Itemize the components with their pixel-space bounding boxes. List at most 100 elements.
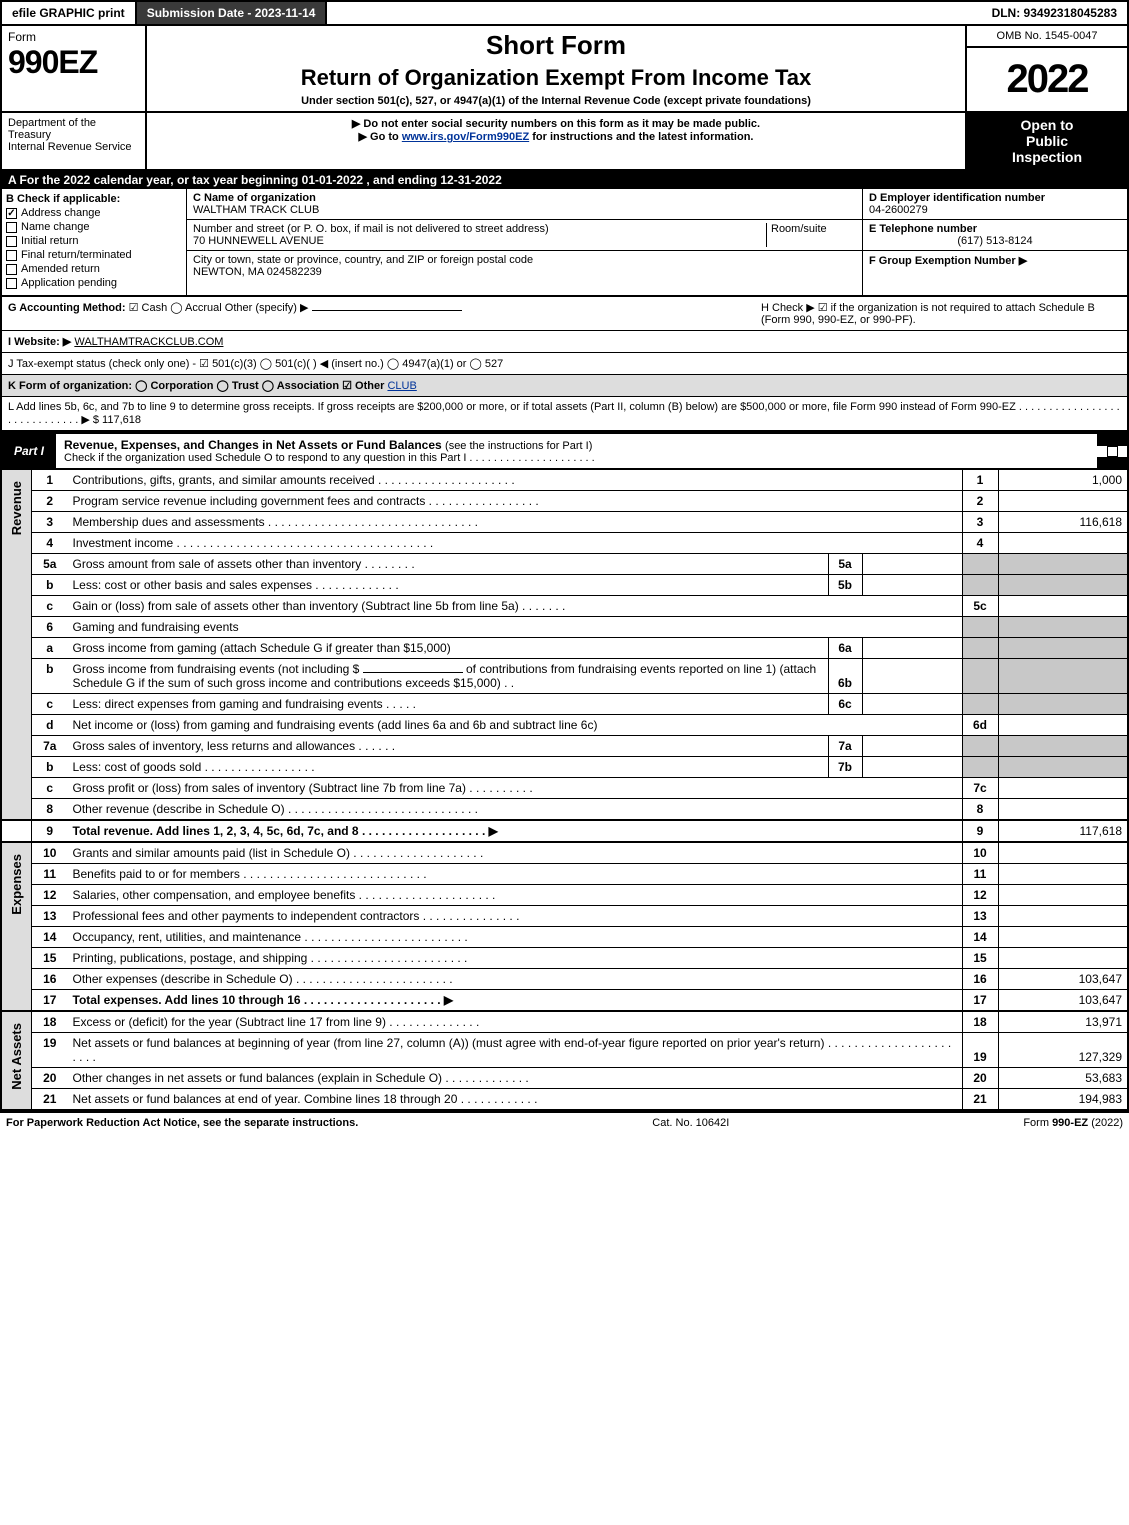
chk-name-change[interactable]: Name change xyxy=(6,221,182,233)
section-l: L Add lines 5b, 6c, and 7b to line 9 to … xyxy=(0,397,1129,432)
line-amount-grey xyxy=(998,757,1128,778)
note2-pre: ▶ Go to xyxy=(359,131,402,143)
checkbox-icon xyxy=(6,278,17,289)
efile-print-button[interactable]: efile GRAPHIC print xyxy=(2,2,137,24)
sub-line-val xyxy=(862,736,962,757)
street: 70 HUNNEWELL AVENUE xyxy=(193,235,766,247)
website-value[interactable]: WALTHAMTRACKCLUB.COM xyxy=(74,336,223,348)
section-b-title: B Check if applicable: xyxy=(6,193,182,205)
table-row: 5a Gross amount from sale of assets othe… xyxy=(1,554,1128,575)
line-desc: Benefits paid to or for members . . . . … xyxy=(68,864,963,885)
checkbox-icon xyxy=(6,250,17,261)
line-ref-grey xyxy=(962,694,998,715)
checkbox-icon xyxy=(6,208,17,219)
g-accrual[interactable]: ◯ Accrual xyxy=(170,302,221,314)
line-amount xyxy=(998,799,1128,821)
line-num: 17 xyxy=(32,990,68,1012)
line-desc: Occupancy, rent, utilities, and maintena… xyxy=(68,927,963,948)
street-row: Number and street (or P. O. box, if mail… xyxy=(187,220,862,251)
line-amount xyxy=(998,927,1128,948)
line-num: d xyxy=(32,715,68,736)
part-i-title-text: Revenue, Expenses, and Changes in Net As… xyxy=(64,438,445,452)
table-row: 17 Total expenses. Add lines 10 through … xyxy=(1,990,1128,1012)
line-desc: Less: cost of goods sold . . . . . . . .… xyxy=(68,757,829,778)
section-i: I Website: ▶ WALTHAMTRACKCLUB.COM xyxy=(0,331,1129,353)
sub-line-num: 7a xyxy=(828,736,862,757)
room-suite-label: Room/suite xyxy=(766,223,856,247)
chk-amended-return[interactable]: Amended return xyxy=(6,263,182,275)
part-i-header: Part I Revenue, Expenses, and Changes in… xyxy=(0,432,1129,470)
chk-initial-return[interactable]: Initial return xyxy=(6,235,182,247)
line-ref: 18 xyxy=(962,1011,998,1033)
line-desc: Net assets or fund balances at end of ye… xyxy=(68,1089,963,1111)
line-num: 15 xyxy=(32,948,68,969)
sub-line-val xyxy=(862,575,962,596)
line-num: 4 xyxy=(32,533,68,554)
section-e: E Telephone number (617) 513-8124 xyxy=(863,220,1127,251)
line-amount-grey xyxy=(998,638,1128,659)
section-j: J Tax-exempt status (check only one) - ☑… xyxy=(0,353,1129,375)
table-row: b Less: cost or other basis and sales ex… xyxy=(1,575,1128,596)
revenue-side-label: Revenue xyxy=(1,470,32,820)
table-row: 3 Membership dues and assessments . . . … xyxy=(1,512,1128,533)
line-num: 11 xyxy=(32,864,68,885)
sub-line-val xyxy=(862,554,962,575)
line-desc: Program service revenue including govern… xyxy=(68,491,963,512)
city: NEWTON, MA 024582239 xyxy=(193,266,533,278)
line-ref: 17 xyxy=(962,990,998,1012)
k-other-link[interactable]: CLUB xyxy=(387,380,416,392)
checkbox-icon xyxy=(1107,446,1118,457)
chk-final-return[interactable]: Final return/terminated xyxy=(6,249,182,261)
line-amount-grey xyxy=(998,617,1128,638)
submission-date-button[interactable]: Submission Date - 2023-11-14 xyxy=(137,2,328,24)
line-desc: Gross amount from sale of assets other t… xyxy=(68,554,829,575)
section-g-h: G Accounting Method: ☑ Cash ◯ Accrual Ot… xyxy=(0,297,1129,331)
line-num: 16 xyxy=(32,969,68,990)
note2-post: for instructions and the latest informat… xyxy=(529,131,753,143)
expenses-side-label: Expenses xyxy=(1,842,32,1011)
checkbox-icon xyxy=(6,236,17,247)
form-id-cell: Form 990EZ xyxy=(2,26,147,111)
line-num: c xyxy=(32,694,68,715)
line-desc: Grants and similar amounts paid (list in… xyxy=(68,842,963,864)
line-desc: Investment income . . . . . . . . . . . … xyxy=(68,533,963,554)
table-row: c Gain or (loss) from sale of assets oth… xyxy=(1,596,1128,617)
footer-right-post: (2022) xyxy=(1088,1117,1123,1129)
label-city: City or town, state or province, country… xyxy=(193,254,533,266)
line-amount: 13,971 xyxy=(998,1011,1128,1033)
dept-cell: Department of the Treasury Internal Reve… xyxy=(2,113,147,169)
line-num: 19 xyxy=(32,1033,68,1068)
table-row: 4 Investment income . . . . . . . . . . … xyxy=(1,533,1128,554)
chk-application-pending[interactable]: Application pending xyxy=(6,277,182,289)
line-desc: Salaries, other compensation, and employ… xyxy=(68,885,963,906)
irs-link[interactable]: www.irs.gov/Form990EZ xyxy=(402,131,529,143)
line-amount: 103,647 xyxy=(998,969,1128,990)
part-i-table: Revenue 1 Contributions, gifts, grants, … xyxy=(0,470,1129,1111)
line-num: 13 xyxy=(32,906,68,927)
part-i-checkbox[interactable] xyxy=(1097,446,1127,457)
line-num: c xyxy=(32,778,68,799)
part-i-check-note: Check if the organization used Schedule … xyxy=(64,452,1089,464)
g-other[interactable]: Other (specify) ▶ xyxy=(225,302,462,314)
line-desc: Other expenses (describe in Schedule O) … xyxy=(68,969,963,990)
table-row: 12 Salaries, other compensation, and emp… xyxy=(1,885,1128,906)
line-ref-grey xyxy=(962,617,998,638)
footer-cat: Cat. No. 10642I xyxy=(652,1117,729,1129)
line-amount: 103,647 xyxy=(998,990,1128,1012)
top-bar: efile GRAPHIC print Submission Date - 20… xyxy=(0,0,1129,26)
chk-address-change[interactable]: Address change xyxy=(6,207,182,219)
line-ref: 12 xyxy=(962,885,998,906)
line-num: a xyxy=(32,638,68,659)
open-line3: Inspection xyxy=(971,149,1123,165)
line-desc: Membership dues and assessments . . . . … xyxy=(68,512,963,533)
line-ref-grey xyxy=(962,757,998,778)
open-inspection-cell: Open to Public Inspection xyxy=(967,113,1127,169)
section-g: G Accounting Method: ☑ Cash ◯ Accrual Ot… xyxy=(8,301,462,326)
line-desc: Less: cost or other basis and sales expe… xyxy=(68,575,829,596)
omb-number: OMB No. 1545-0047 xyxy=(967,26,1127,48)
line-amount-grey xyxy=(998,575,1128,596)
org-name: WALTHAM TRACK CLUB xyxy=(193,204,856,216)
part-i-sub: (see the instructions for Part I) xyxy=(445,440,592,452)
city-row: City or town, state or province, country… xyxy=(187,251,862,295)
g-cash[interactable]: ☑ Cash xyxy=(129,302,168,314)
